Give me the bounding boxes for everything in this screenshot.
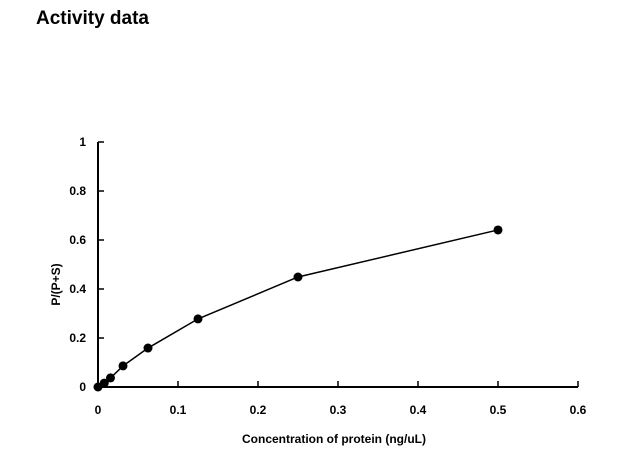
page-title: Activity data [36,8,149,29]
y-tick-label: 0.4 [69,282,86,296]
y-axis-label: P/(P+S) [49,263,63,305]
data-point [143,343,153,353]
data-point [293,272,303,282]
data-point [105,373,115,383]
y-tick-label: 0 [79,380,86,394]
data-point [118,361,128,371]
x-tick-label: 0 [95,403,102,417]
y-tick-label: 1 [79,135,86,149]
series-line [97,229,499,388]
y-tick-label: 0.6 [69,233,86,247]
y-tick-label: 0.2 [69,331,86,345]
x-tick-label: 0.4 [410,403,427,417]
data-point [99,378,109,388]
x-tick-label: 0.2 [250,403,267,417]
data-point [493,225,503,235]
y-tick-label: 0.8 [69,184,86,198]
x-tick-label: 0.3 [330,403,347,417]
x-tick-label: 0.6 [570,403,587,417]
x-axis-label: Concentration of protein (ng/uL) [242,432,426,446]
x-tick-label: 0.5 [490,403,507,417]
x-tick-label: 0.1 [170,403,187,417]
data-point [193,314,203,324]
